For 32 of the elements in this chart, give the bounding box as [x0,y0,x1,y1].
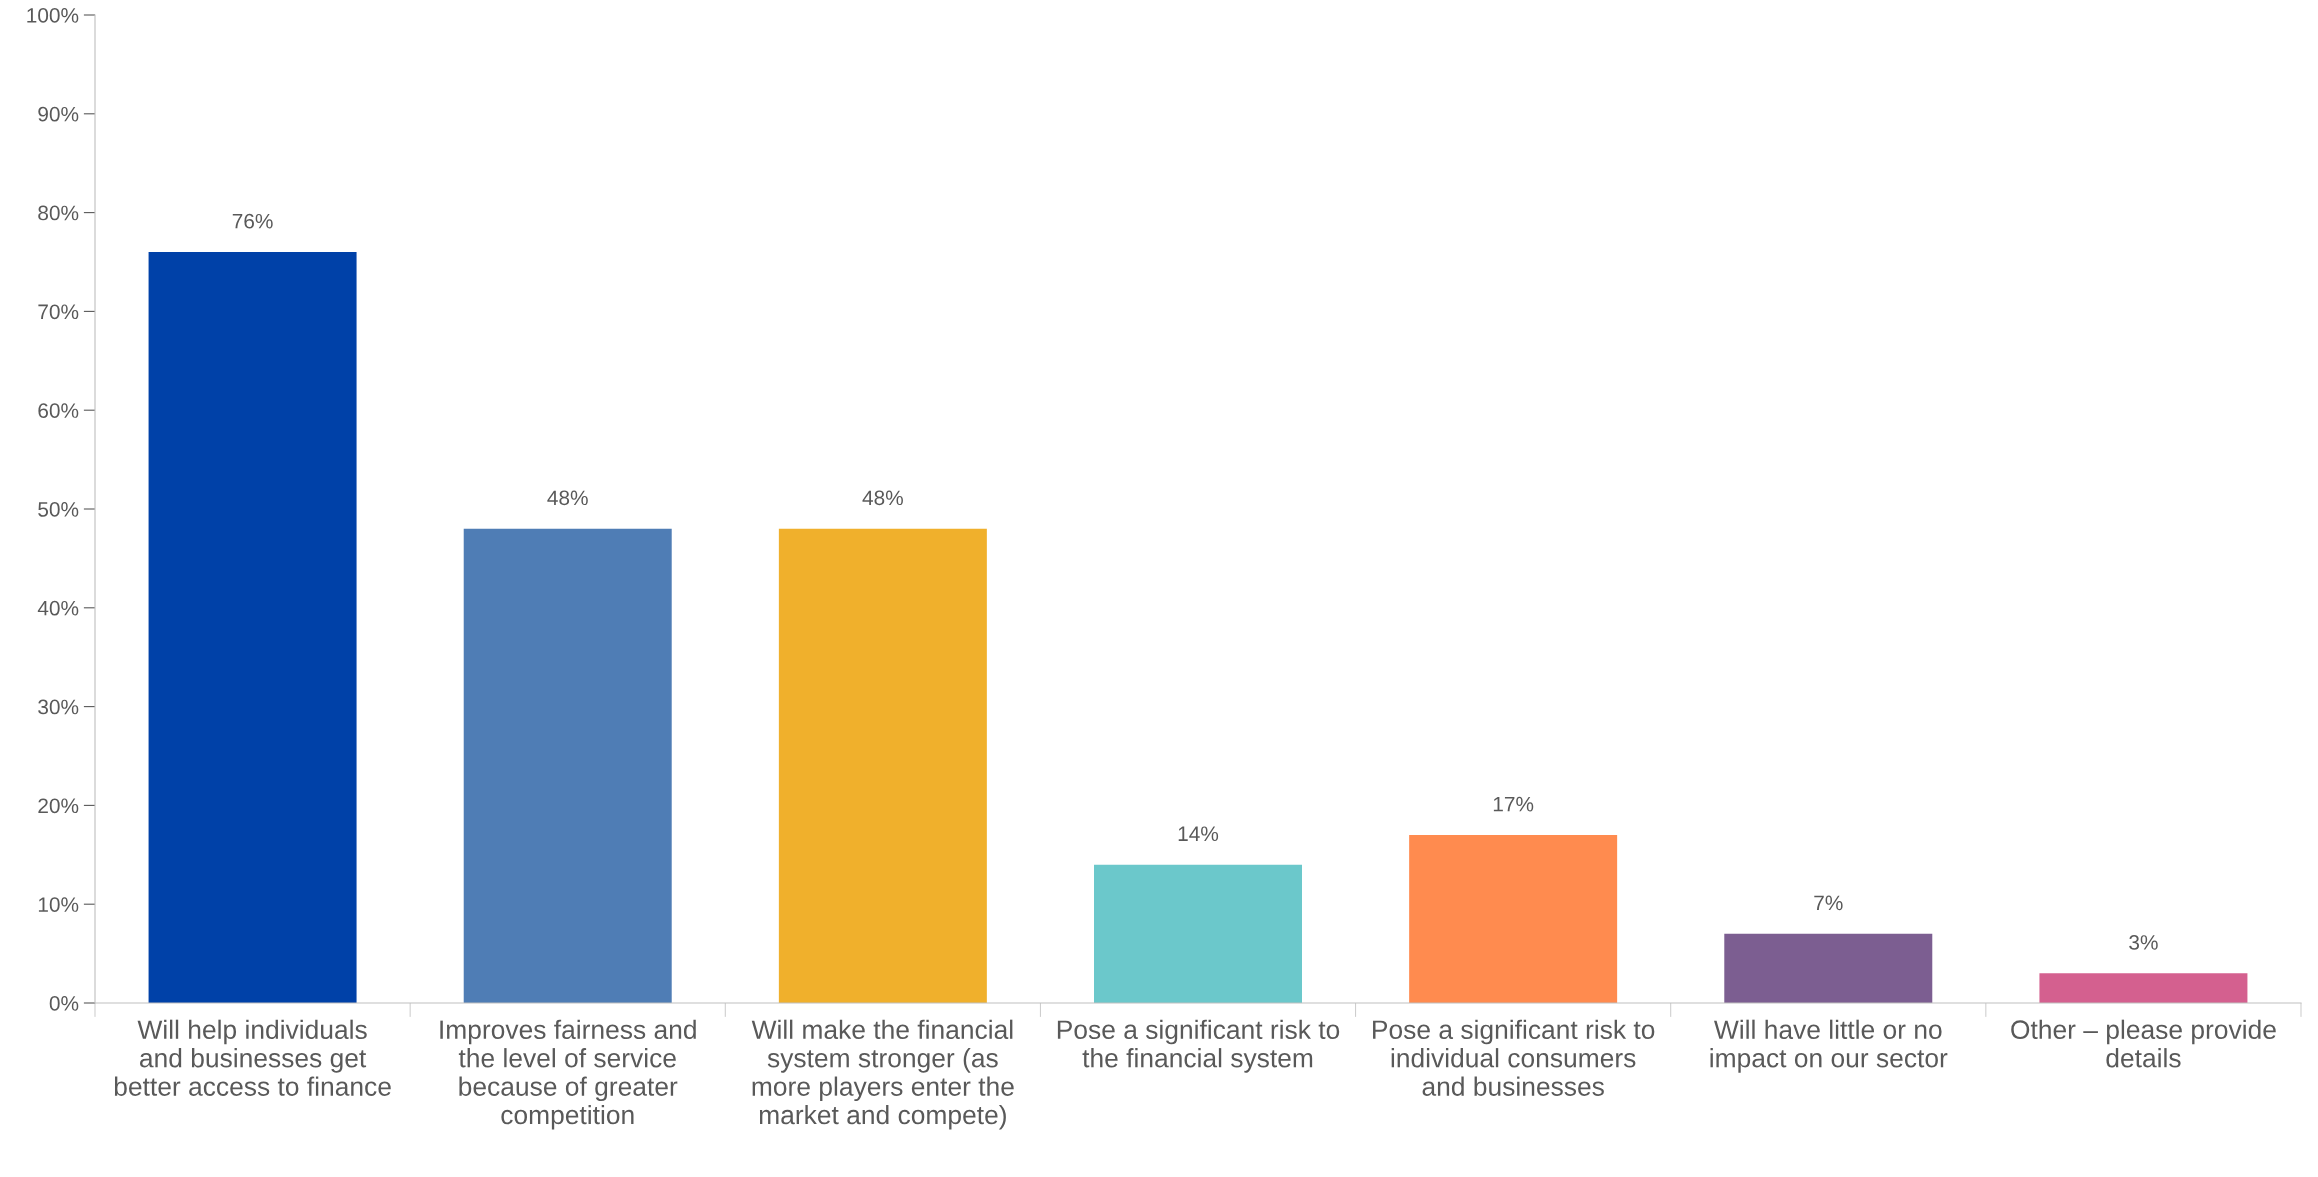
data-label: 76% [232,213,273,229]
bar [1724,933,1933,1003]
data-label: 14% [1178,826,1219,842]
y-tick-label: 30% [38,699,79,715]
data-label: 17% [1493,796,1534,812]
y-tick-label: 90% [38,106,79,122]
bar [778,528,987,1003]
x-tick-label: Pose a significant risk to individual consumers and businesses [1373,1019,1655,1096]
x-tick-label: Improves fairness and the level of service because of greater competition [440,1019,696,1130]
y-tick-label: 20% [38,798,79,814]
data-label: 48% [547,490,588,506]
bar [2039,973,2248,1003]
data-label: 48% [862,490,903,506]
y-tick-label: 70% [38,304,79,320]
x-tick-label: Pose a significant risk to the financial system [1057,1019,1340,1073]
x-tick-label: Will have little or no impact on our sector [1710,1019,1948,1073]
y-tick-label: 80% [38,205,79,221]
y-tick-label: 50% [38,502,79,517]
bar [1409,835,1618,1003]
y-tick-label: 60% [38,403,79,418]
y-tick-label: 0% [49,996,79,1011]
bar [148,252,357,1003]
data-label: 3% [2129,935,2158,950]
y-tick-label: 100% [27,8,79,23]
bar [463,528,672,1003]
y-tick-label: 40% [37,600,79,616]
y-tick-label: 10% [38,897,79,912]
x-tick-label: Other – please provide details [2011,1019,2276,1068]
x-tick-label: Will make the financial system stronger (as more players enter the market and compete) [751,1019,1014,1130]
bar [1094,864,1302,1003]
x-tick-label: Will help individuals and businesses get better access to finance [114,1019,391,1096]
data-label: 7% [1814,895,1843,911]
